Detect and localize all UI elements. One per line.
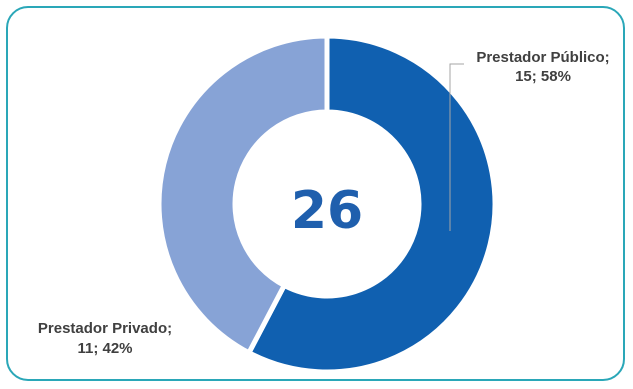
slice-label-publico: Prestador Público; <box>476 49 609 66</box>
donut-slice-publico <box>245 33 498 375</box>
leader-line-publico <box>449 63 464 231</box>
center-total: 26 <box>291 181 363 241</box>
slice-value-publico: 15; 58% <box>515 68 571 85</box>
slice-label-privado: Prestador Privado; <box>38 320 172 337</box>
donut-slices <box>156 33 498 375</box>
slice-value-privado: 11; 42% <box>77 340 132 357</box>
donut-slice-privado <box>156 33 330 357</box>
